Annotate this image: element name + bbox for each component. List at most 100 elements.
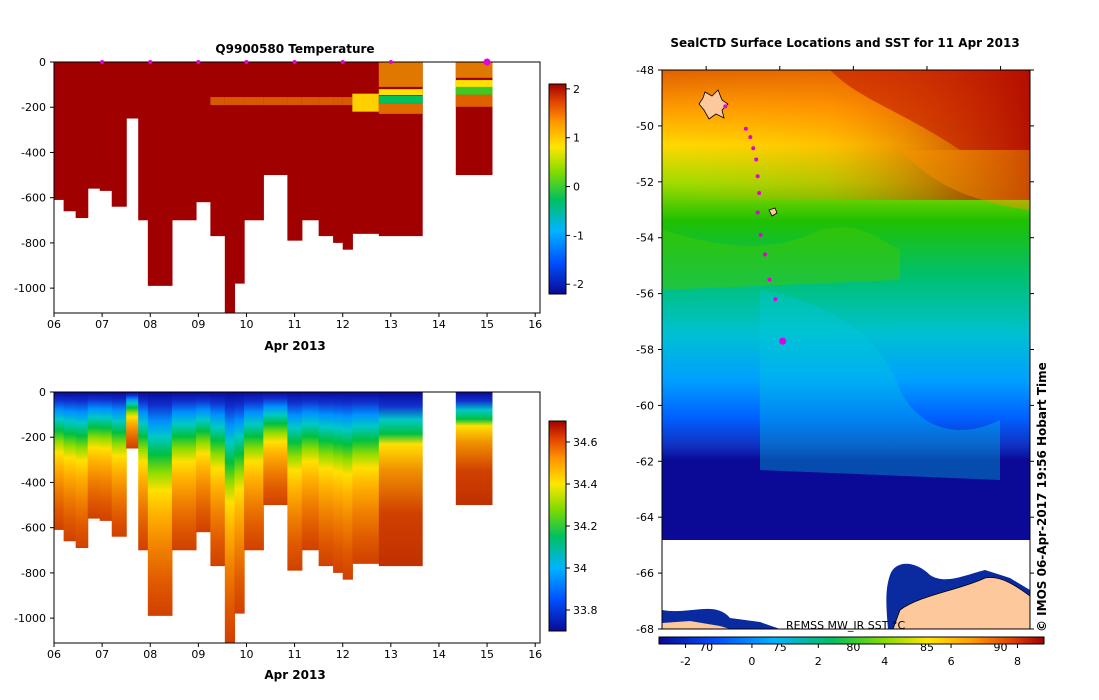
x-tick-label: 15	[480, 648, 494, 661]
salinity-profile-bar	[63, 392, 77, 542]
map-y-tick-label: -64	[636, 511, 654, 524]
x-tick-label: 13	[384, 648, 398, 661]
seal-location	[767, 277, 772, 282]
colorbar-tick-label: 33.8	[573, 604, 598, 617]
map-y-tick-label: -50	[636, 120, 654, 133]
temperature-profile-bar	[352, 62, 380, 234]
temperature-profile-bar	[224, 62, 236, 313]
salinity-profile-bar	[54, 392, 65, 530]
profile-marker	[340, 60, 345, 64]
salinity-profile-bar	[126, 392, 139, 449]
x-tick-label: 10	[239, 648, 253, 661]
x-tick-label: 11	[288, 648, 302, 661]
seal-location	[743, 126, 748, 131]
seal-location	[754, 157, 759, 162]
salinity-profile-bar	[87, 392, 101, 519]
temperature-profile-bar	[63, 62, 77, 212]
sst-colorbar-tick-label: 4	[881, 655, 888, 668]
salinity-profile-bar	[287, 392, 303, 571]
seal-location	[758, 232, 763, 237]
temperature-warm-layer	[244, 97, 264, 106]
y-tick-label: 0	[39, 386, 46, 399]
salinity-profile-bar	[263, 392, 288, 506]
y-tick-label: -1000	[14, 612, 46, 625]
temperature-profile-bar	[111, 62, 127, 207]
temperature-warm-layer	[301, 97, 320, 106]
temperature-profile-bar	[195, 62, 211, 203]
y-tick-label: -400	[21, 476, 46, 489]
temperature-warm-layer	[318, 97, 334, 106]
salinity-profile-bar	[224, 392, 236, 643]
temperature-surface-layer	[378, 62, 423, 87]
x-tick-label: 16	[528, 648, 542, 661]
temperature-warm-layer	[455, 94, 493, 107]
salinity-profile-bar	[138, 392, 149, 551]
y-tick-label: -800	[21, 237, 46, 250]
profile-marker	[100, 60, 105, 64]
sst-colorbar: -2 0 2 4 6 8	[658, 636, 1045, 668]
temperature-profile-bar	[75, 62, 89, 219]
y-tick-label: -400	[21, 146, 46, 159]
temperature-colorbar: 2 1 0 -1 -2	[548, 83, 584, 295]
temperature-warm-layer	[234, 97, 245, 106]
plot-frame	[53, 61, 541, 314]
x-tick-label: 15	[480, 318, 494, 331]
x-tick-label: 08	[143, 648, 157, 661]
y-tick-label: -1000	[14, 282, 46, 295]
salinity-xlabel: Apr 2013	[264, 668, 325, 682]
temperature-title: Q9900580 Temperature	[215, 42, 374, 56]
temperature-warm-layer	[342, 97, 353, 106]
seal-location	[723, 104, 728, 109]
x-tick-label: 07	[95, 318, 109, 331]
map-y-tick-label: -56	[636, 288, 654, 301]
x-tick-label: 06	[47, 648, 61, 661]
temperature-profile-bar	[301, 62, 320, 221]
credit-text: © IMOS 06-Apr-2017 19:56 Hobart Time	[1035, 362, 1049, 632]
map-y-tick-label: -62	[636, 455, 654, 468]
salinity-profile-bar	[147, 392, 173, 616]
map-y-tick-label: -48	[636, 64, 654, 77]
plot-frame	[53, 391, 541, 644]
x-tick-label: 10	[239, 318, 253, 331]
y-tick-label: -800	[21, 567, 46, 580]
seal-location	[751, 146, 756, 151]
colorbar-tick-label: 1	[573, 132, 580, 145]
profile-marker	[244, 60, 249, 64]
x-tick-label: 09	[191, 318, 205, 331]
map-title: SealCTD Surface Locations and SST for 11…	[670, 36, 1019, 50]
x-tick-label: 08	[143, 318, 157, 331]
profile-marker	[292, 60, 297, 64]
temperature-profile-bar	[333, 62, 344, 243]
temperature-profile-bar	[342, 62, 353, 250]
x-tick-label: 11	[288, 318, 302, 331]
temperature-warm-layer	[378, 89, 423, 96]
seal-location	[748, 135, 753, 140]
sst-source-label: REMSS MW_IR SST °C	[786, 619, 905, 632]
sst-colorbar-tick-label: -2	[680, 655, 691, 668]
colorbar-tick-label: 34.4	[573, 478, 598, 491]
map-y-tick-label: -52	[636, 176, 654, 189]
seal-track	[723, 104, 787, 345]
seal-location	[773, 297, 778, 302]
seal-location	[755, 174, 760, 179]
y-tick-label: -200	[21, 101, 46, 114]
x-tick-label: 14	[432, 648, 446, 661]
temperature-profile-bar	[234, 62, 245, 284]
temperature-profile-bar	[455, 62, 493, 176]
salinity-colorbar: 34.6 34.4 34.2 34 33.8	[548, 420, 598, 632]
temperature-profile-bar	[210, 62, 226, 237]
salinity-profile-bar	[455, 392, 493, 506]
salinity-profile-bar	[244, 392, 264, 551]
temperature-warm-layer	[287, 97, 303, 106]
temperature-profile-bar	[263, 62, 288, 176]
map-y-tick-label: -58	[636, 344, 654, 357]
temperature-cold-layer	[455, 86, 493, 95]
salinity-plot: 0 -200 -400 -600 -800 -1000 06 07 08 09 10 11 12 13 14…	[14, 386, 542, 661]
y-tick-label: -200	[21, 431, 46, 444]
profile-marker	[148, 60, 153, 64]
map-y-tick-label: -68	[636, 623, 654, 636]
salinity-profile-bar	[342, 392, 353, 580]
salinity-profile-bar	[210, 392, 226, 567]
salinity-profile-bar	[301, 392, 320, 551]
temperature-warm-layer	[333, 97, 344, 106]
